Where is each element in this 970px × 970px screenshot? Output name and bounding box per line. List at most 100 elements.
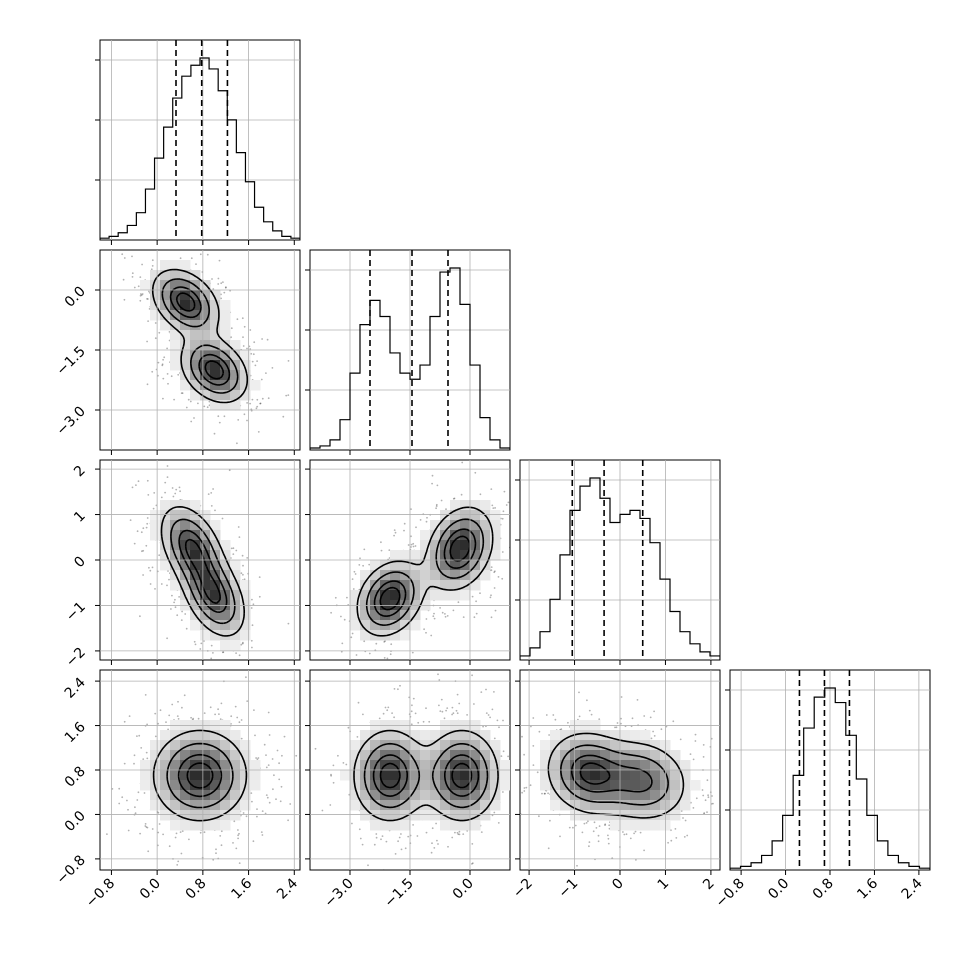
density-cell (550, 750, 561, 761)
density-cell (240, 740, 251, 751)
scatter-point (490, 566, 493, 568)
scatter-point (413, 879, 415, 881)
scatter-point (136, 735, 138, 737)
density-cell (230, 620, 241, 631)
scatter-point (206, 406, 209, 409)
scatter-point (214, 713, 217, 716)
scatter-point (694, 733, 697, 736)
density-cell (370, 610, 381, 621)
scatter-point (347, 726, 350, 729)
scatter-point (240, 643, 243, 646)
density-cell (450, 510, 461, 521)
density-cell (440, 790, 451, 801)
density-cell (200, 770, 211, 781)
scatter-point (279, 800, 282, 803)
scatter-point (692, 758, 695, 761)
density-cell (220, 540, 231, 551)
scatter-point (385, 840, 388, 843)
density-cell (390, 810, 401, 821)
density-cell (200, 510, 211, 521)
scatter-point (253, 709, 255, 711)
density-cell (360, 790, 371, 801)
density-cell (680, 760, 691, 771)
scatter-point (263, 743, 266, 746)
density-cell (240, 610, 251, 621)
scatter-point (212, 652, 214, 654)
scatter-point (410, 543, 413, 546)
panel-3-3: −0.8 0.0 0.8 1.6 2.4 (713, 669, 931, 911)
scatter-point (217, 415, 220, 418)
scatter-point (256, 815, 258, 818)
density-cell (470, 780, 481, 791)
density-cell (370, 740, 381, 751)
scatter-point (425, 631, 427, 634)
scatter-point (266, 796, 269, 799)
density-cell (160, 770, 171, 781)
scatter-point (282, 415, 285, 418)
scatter-point (217, 708, 220, 711)
density-cell (620, 800, 631, 811)
scatter-point (222, 651, 224, 654)
density-cell (470, 570, 481, 581)
scatter-point (436, 839, 438, 842)
scatter-point (425, 831, 428, 834)
density-cell (170, 260, 181, 271)
scatter-point (150, 268, 153, 271)
scatter-point (337, 754, 339, 757)
density-cell (560, 730, 571, 741)
scatter-point (146, 826, 149, 829)
scatter-point (223, 291, 226, 294)
scatter-point (209, 706, 212, 709)
density-cell (170, 290, 181, 301)
density-cell (370, 790, 381, 801)
scatter-point (410, 508, 412, 510)
scatter-point (369, 666, 371, 668)
scatter-point (456, 712, 459, 715)
scatter-point (359, 557, 361, 560)
scatter-point (639, 831, 642, 834)
density-cell (360, 630, 371, 641)
scatter-point (237, 837, 240, 840)
density-cell (180, 820, 191, 831)
scatter-point (254, 364, 257, 367)
scatter-point (261, 810, 264, 812)
density-cell (600, 770, 611, 781)
density-cell (450, 820, 461, 831)
density-cell (460, 510, 471, 521)
density-cell (430, 770, 441, 781)
scatter-point (256, 360, 258, 362)
scatter-point (330, 611, 332, 614)
density-cell (180, 380, 191, 391)
scatter-point (181, 830, 184, 832)
density-cell (420, 810, 431, 821)
scatter-point (378, 717, 381, 720)
density-cell (150, 530, 161, 541)
density-cell (640, 730, 651, 741)
density-cell (490, 750, 501, 761)
density-cell (480, 540, 491, 551)
scatter-point (494, 570, 496, 573)
scatter-point (620, 717, 622, 720)
density-cell (390, 630, 401, 641)
scatter-point (410, 723, 413, 726)
scatter-point (549, 819, 551, 822)
density-cell (230, 580, 241, 591)
scatter-point (411, 704, 413, 707)
scatter-point (502, 791, 504, 793)
scatter-point (588, 709, 591, 712)
density-cell (220, 740, 231, 751)
density-cell (180, 350, 191, 361)
density-cell (430, 580, 441, 591)
contour-line (152, 729, 248, 822)
density-cell (460, 590, 471, 601)
panel-plot-area (100, 40, 300, 240)
scatter-point (532, 745, 535, 747)
contour-line (363, 742, 489, 809)
scatter-point (246, 402, 249, 404)
scatter-point (353, 570, 356, 573)
scatter-point (430, 634, 433, 637)
density-cell (500, 760, 510, 771)
scatter-point (375, 833, 378, 835)
density-cell (620, 810, 631, 821)
scatter-point (501, 577, 504, 580)
